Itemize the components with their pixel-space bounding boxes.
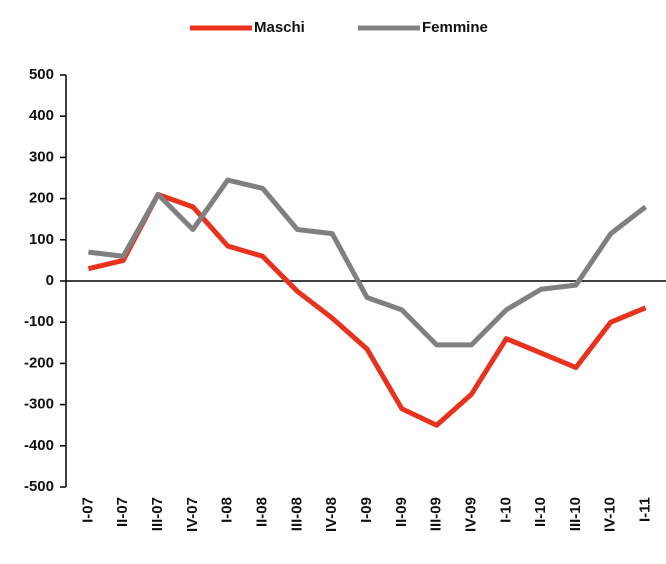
y-tick-label: 300 (29, 148, 54, 165)
series-line (87, 191, 647, 428)
y-tick-label: 0 (46, 272, 54, 289)
y-tick-label: 400 (29, 107, 54, 124)
x-tick-label: I-10 (497, 497, 514, 523)
x-tick-label: III-09 (428, 497, 445, 531)
x-tick-label: IV-10 (602, 497, 619, 532)
x-tick-label: IV-08 (323, 497, 340, 532)
x-tick-label: I-11 (637, 497, 654, 522)
y-tick-label: -200 (24, 354, 54, 371)
x-tick-label: II-08 (253, 497, 270, 527)
x-tick-label: II-09 (393, 497, 410, 527)
y-tick-label: -100 (24, 313, 54, 330)
x-tick-label: III-10 (567, 497, 584, 531)
x-tick-label: II-07 (114, 497, 131, 527)
x-tick-label: I-07 (79, 497, 96, 523)
x-tick-label: I-08 (219, 497, 236, 523)
x-tick-label: III-07 (149, 497, 166, 531)
y-tick-label: -300 (24, 396, 54, 413)
y-tick-label: -400 (24, 437, 54, 454)
x-tick-label: IV-07 (184, 497, 201, 532)
x-tick-label: III-08 (288, 497, 305, 531)
y-tick-label: -500 (24, 478, 54, 495)
y-tick-label: 200 (29, 190, 54, 207)
x-tick-label: II-10 (532, 497, 549, 527)
series-line (88, 177, 648, 348)
x-tick-label: IV-09 (462, 497, 479, 532)
y-tick-label: 100 (29, 231, 54, 248)
y-tick-label: 500 (29, 66, 54, 83)
legend-label: Maschi (254, 19, 305, 36)
legend-label: Femmine (422, 19, 488, 36)
x-tick-label: I-09 (358, 497, 375, 523)
